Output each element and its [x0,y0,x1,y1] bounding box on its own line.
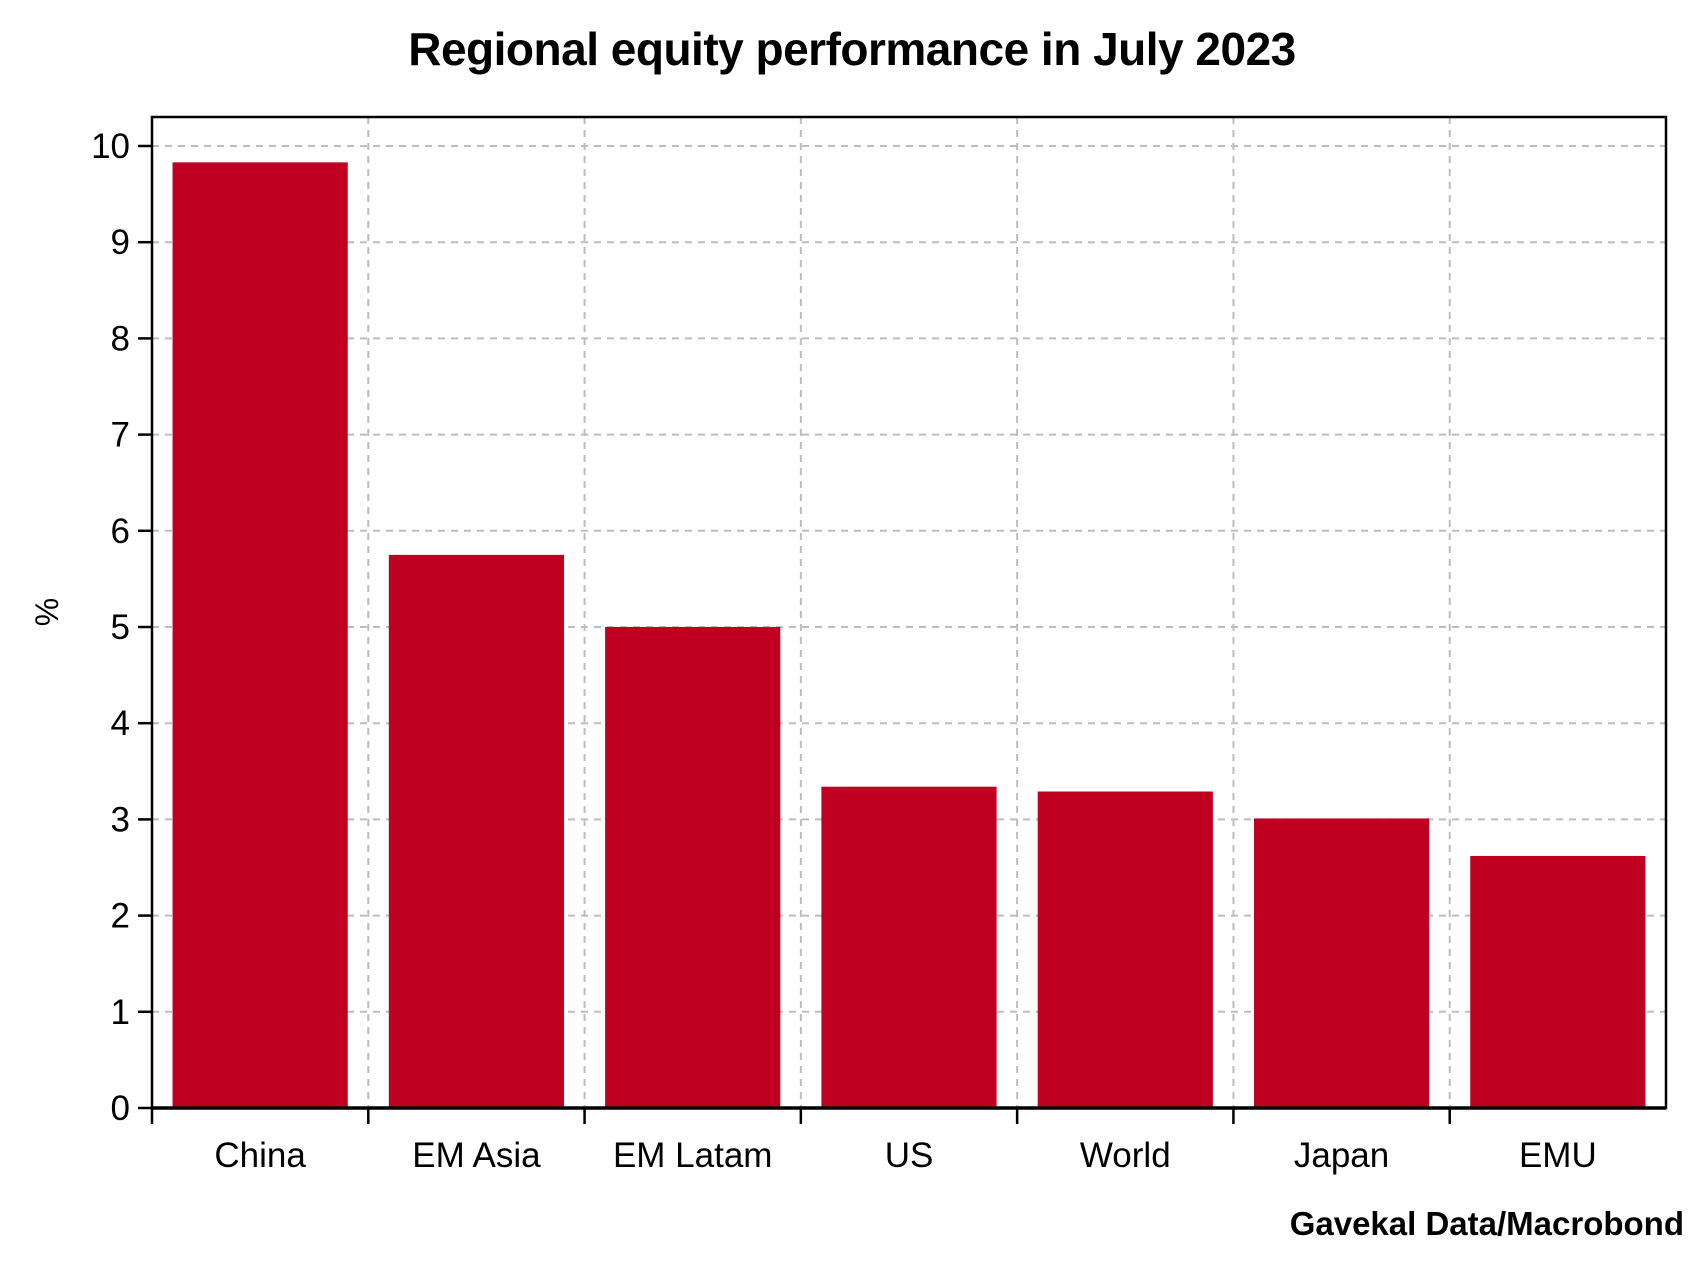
y-tick-label: 2 [111,897,130,936]
axes [138,115,1668,1124]
x-tick-label: Japan [1294,1136,1389,1175]
y-tick-label: 3 [111,800,130,839]
bar-japan [1253,818,1430,1108]
x-tick-label: EM Asia [412,1136,541,1175]
bars [172,162,1646,1108]
x-tick-label: US [885,1136,934,1175]
y-axis-label: % [29,598,65,626]
y-tick-label: 8 [111,319,130,358]
y-tick-label: 1 [111,993,130,1032]
bar-china [172,162,348,1108]
y-tick-label: 7 [111,416,130,455]
y-tick-label: 10 [91,127,130,166]
y-tick-label: 0 [111,1089,130,1128]
source-label: Gavekal Data/Macrobond [1289,1205,1684,1242]
x-tick-label: EMU [1519,1136,1597,1175]
bar-emu [1470,855,1646,1108]
x-tick-label: EM Latam [613,1136,773,1175]
bar-us [821,786,997,1108]
y-tick-label: 4 [111,704,130,743]
y-tick-label: 9 [111,223,130,262]
x-tick-label: China [214,1136,306,1175]
y-tick-label: 5 [111,608,130,647]
bar-em-asia [388,554,565,1108]
y-tick-label: 6 [111,512,130,551]
axis-labels: 0 1 2 3 4 5 6 7 8 9 10 China EM Asia EM Latam US World J… [91,127,1597,1175]
bar-world [1037,791,1213,1108]
bar-em-latam [605,627,781,1108]
x-tick-label: World [1080,1136,1171,1175]
chart-title: Regional equity performance in July 2023 [408,23,1296,75]
